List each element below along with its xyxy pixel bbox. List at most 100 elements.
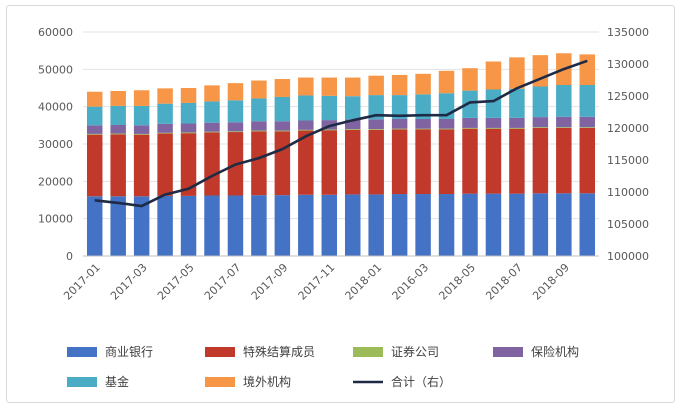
bar-segment xyxy=(251,130,267,132)
legend-swatch xyxy=(353,347,383,357)
bar-segment xyxy=(485,89,502,118)
bar-segment xyxy=(180,132,197,134)
legend-label: 境外机构 xyxy=(243,374,291,389)
bar-segment xyxy=(251,195,267,256)
bar-segment xyxy=(321,95,338,121)
x-tick-label: 2017-01 xyxy=(61,261,103,303)
y-right-tick-label: 120000 xyxy=(607,122,649,135)
bar-segment xyxy=(368,129,384,130)
bar-segment xyxy=(298,129,314,131)
bar-segment xyxy=(180,88,197,103)
bar-segment xyxy=(157,123,173,133)
y-left-tick-label: 60000 xyxy=(38,26,73,39)
bar-segment xyxy=(391,118,408,129)
bar-segment xyxy=(368,129,384,195)
legend-label: 基金 xyxy=(105,374,129,389)
bar-segment xyxy=(227,131,244,133)
legend-label: 保险机构 xyxy=(531,344,579,359)
bar-segment xyxy=(532,86,549,118)
bar-segment xyxy=(485,117,502,128)
bar-segment xyxy=(157,133,173,196)
bar-segment xyxy=(321,194,338,256)
bar-segment xyxy=(391,194,408,256)
bar-segment xyxy=(110,196,126,256)
bar-segment xyxy=(227,100,244,123)
bar-segment xyxy=(485,128,502,194)
bar-segment xyxy=(180,123,197,133)
bar-segment xyxy=(86,125,103,134)
bar-segment xyxy=(133,133,150,135)
bar-segment xyxy=(133,125,150,134)
bar-segment xyxy=(110,90,126,106)
bar-segment xyxy=(204,122,220,132)
bar-segment xyxy=(462,117,478,128)
bar-segment xyxy=(344,194,361,256)
bar-segment xyxy=(110,133,126,135)
bar-segment xyxy=(438,70,455,94)
legend-label: 特殊结算成员 xyxy=(243,344,315,359)
x-tick-label: 2017-11 xyxy=(296,261,338,303)
bar-segment xyxy=(415,118,431,129)
bar-segment xyxy=(298,130,314,195)
bar-segment xyxy=(204,101,220,123)
bar-segment xyxy=(180,102,197,124)
bar-segment xyxy=(368,194,384,256)
bar-segment xyxy=(344,129,361,195)
stacked-bar-line-chart: 0 10000 20000 30000 40000 50000 60000 100000 105… xyxy=(38,26,649,389)
bar-segment xyxy=(133,105,150,126)
bar-segment xyxy=(274,121,291,131)
bar-segment xyxy=(391,74,408,96)
bar-segment xyxy=(204,195,220,256)
bar-segment xyxy=(438,129,455,195)
y-right-tick-label: 115000 xyxy=(607,154,649,167)
bar-segment xyxy=(344,129,361,130)
bar-segment xyxy=(509,57,525,89)
bar-segment xyxy=(274,79,291,97)
x-tick-label: 2018-01 xyxy=(343,261,385,303)
bar-segment xyxy=(509,117,525,128)
bar-segment xyxy=(133,196,150,256)
bar-segment xyxy=(86,134,103,197)
bar-segment xyxy=(391,95,408,119)
bar-segment xyxy=(368,95,384,120)
bar-segment xyxy=(579,54,596,86)
bar-segment xyxy=(579,85,596,117)
bar-segment xyxy=(180,133,197,196)
legend-swatch xyxy=(493,347,523,357)
legend-label: 证券公司 xyxy=(391,344,439,359)
y-left-tick-label: 30000 xyxy=(38,138,73,151)
bar-segment xyxy=(462,193,478,256)
bar-segment xyxy=(274,195,291,256)
bar-segment xyxy=(509,88,525,118)
bar-segment xyxy=(579,193,596,256)
bar-segment xyxy=(227,83,244,101)
bar-segment xyxy=(204,131,220,133)
bar-segment xyxy=(227,195,244,256)
bar-segment xyxy=(227,122,244,132)
y-right-tick-label: 130000 xyxy=(607,58,649,71)
bar-segment xyxy=(321,130,338,195)
y-left-tick-label: 0 xyxy=(66,250,73,263)
y-right-tick-label: 125000 xyxy=(607,90,649,103)
bar-segment xyxy=(157,195,173,256)
x-tick-label: 2018-07 xyxy=(483,261,525,303)
bar-segment xyxy=(157,103,173,124)
y-right-tick-label: 100000 xyxy=(607,250,649,263)
bar-segment xyxy=(485,193,502,256)
bar-segment xyxy=(344,77,361,97)
bar-segment xyxy=(133,134,150,197)
bar-segment xyxy=(415,194,431,256)
x-tick-label: 2017-05 xyxy=(155,261,197,303)
bar-segment xyxy=(274,131,291,196)
legend-swatch xyxy=(67,377,97,387)
bar-segment xyxy=(509,193,525,256)
bar-segment xyxy=(462,68,478,91)
bar-segment xyxy=(556,127,572,194)
x-tick-label: 2018-05 xyxy=(436,261,478,303)
x-tick-label: 2017-07 xyxy=(202,261,244,303)
bar-segment xyxy=(485,127,502,129)
bar-segment xyxy=(579,127,596,194)
bar-segment xyxy=(180,195,197,256)
bar-segment xyxy=(110,134,126,197)
